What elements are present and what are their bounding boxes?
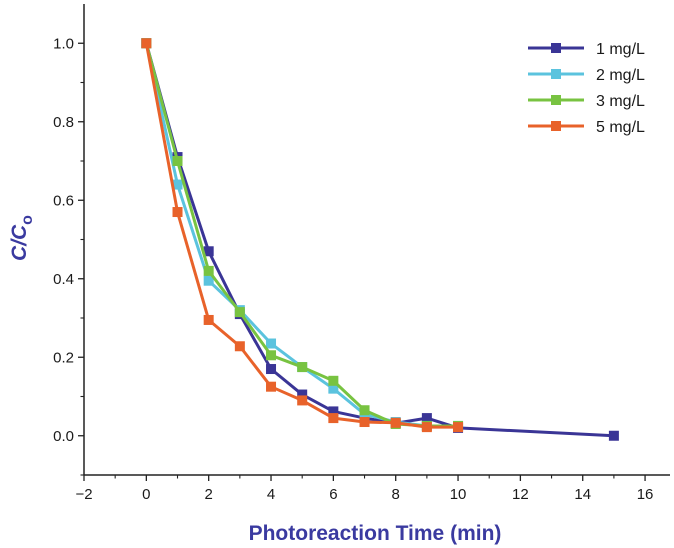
x-tick-label: 8 <box>392 486 400 503</box>
data-point <box>297 362 308 373</box>
data-point <box>328 406 339 417</box>
data-point <box>266 350 277 361</box>
data-point <box>172 207 183 218</box>
data-point <box>359 417 370 428</box>
data-point <box>141 38 152 49</box>
data-point <box>328 383 339 394</box>
data-point <box>608 430 619 441</box>
x-tick-label: 0 <box>142 486 150 503</box>
data-point <box>203 275 214 286</box>
x-tick-label: 10 <box>450 486 467 503</box>
data-point <box>172 156 183 166</box>
series-5-mg-l <box>141 38 464 433</box>
data-point <box>203 246 214 257</box>
legend-label: 2 mg/L <box>596 67 645 84</box>
data-point <box>421 413 432 424</box>
y-axis-title: C/Co <box>8 215 36 261</box>
data-point <box>359 405 370 416</box>
x-tick-label: −2 <box>75 486 92 503</box>
x-tick-label: 16 <box>637 486 654 503</box>
legend-marker <box>551 43 561 53</box>
legend-marker <box>551 69 561 79</box>
y-tick-label: 0.4 <box>53 271 74 288</box>
x-tick-label: 2 <box>205 486 213 503</box>
series-layer <box>141 38 619 441</box>
legend-marker <box>551 121 561 131</box>
legend-label: 1 mg/L <box>596 41 645 58</box>
legend-marker <box>551 95 561 105</box>
legend-item-3-mg-l: 3 mg/L <box>528 93 645 110</box>
legend-item-5-mg-l: 5 mg/L <box>528 119 645 136</box>
data-point <box>453 422 464 433</box>
series-3-mg-l <box>141 38 464 431</box>
legend-item-2-mg-l: 2 mg/L <box>528 67 645 84</box>
y-tick-label: 0.8 <box>53 114 74 131</box>
legend-item-1-mg-l: 1 mg/L <box>528 41 645 58</box>
axes: −2 0 2 4 6 8 10 12 14 16 0.0 0.2 0.4 0.6 0.8 1.0 <box>53 4 670 503</box>
data-point <box>297 395 308 406</box>
x-tick-label: 14 <box>574 486 591 503</box>
y-tick-label: 0.0 <box>53 428 74 445</box>
data-point <box>328 375 339 386</box>
data-point <box>172 179 183 190</box>
y-axis-title-main: C/C <box>8 224 31 261</box>
legend: 1 mg/L 2 mg/L 3 mg/L 5 mg/L <box>528 41 645 136</box>
data-point <box>297 389 308 400</box>
legend-label: 3 mg/L <box>596 93 645 110</box>
series-line <box>144 42 614 438</box>
data-point <box>390 417 401 428</box>
data-point <box>266 338 277 349</box>
x-tick-label: 4 <box>267 486 275 503</box>
y-axis-title-sub: o <box>19 215 36 225</box>
data-point <box>234 341 245 352</box>
data-point <box>203 265 214 276</box>
data-point <box>234 307 245 318</box>
x-tick-label: 12 <box>512 486 529 503</box>
data-point <box>328 413 339 424</box>
y-tick-label: 1.0 <box>53 35 74 52</box>
x-tick-label: 6 <box>329 486 337 503</box>
data-point <box>266 364 277 375</box>
data-point <box>203 314 214 325</box>
y-tick-label: 0.2 <box>53 349 74 366</box>
data-point <box>421 422 432 433</box>
x-axis-title: Photoreaction Time (min) <box>249 522 502 545</box>
legend-label: 5 mg/L <box>596 119 645 136</box>
data-point <box>266 381 277 392</box>
y-tick-label: 0.6 <box>53 192 74 209</box>
